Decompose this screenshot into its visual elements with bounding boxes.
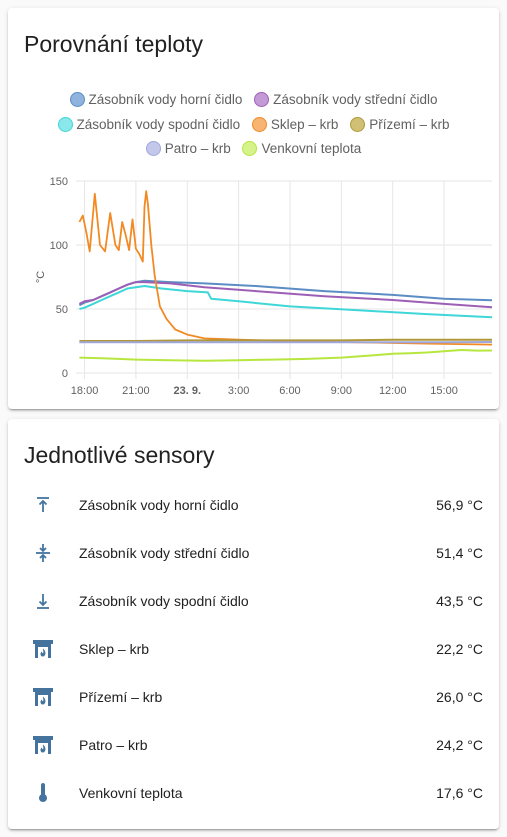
- chart-grid: [76, 181, 492, 379]
- sensor-row-stredni[interactable]: Zásobník vody střední čidlo 51,4 °C: [8, 529, 499, 577]
- chart-legend: Zásobník vody horní čidlo Zásobník vody …: [8, 88, 499, 161]
- sensor-row-spodni[interactable]: Zásobník vody spodní čidlo 43,5 °C: [8, 577, 499, 625]
- sensor-name: Sklep – krb: [79, 640, 149, 658]
- chart-card: Porovnání teploty Zásobník vody horní či…: [8, 8, 499, 409]
- sensor-value: 51,4 °C: [436, 544, 483, 562]
- x-tick-label: 18:00: [71, 385, 99, 397]
- sensor-value: 43,5 °C: [436, 592, 483, 610]
- sensor-row-horni[interactable]: Zásobník vody horní čidlo 56,9 °C: [8, 481, 499, 529]
- sensor-value: 26,0 °C: [436, 688, 483, 706]
- sensors-card: Jednotlivé sensory Zásobník vody horní č…: [8, 419, 499, 829]
- temperature-line-chart[interactable]: 0 50 100 150 18:00 21:00 23. 9. 3:00 6:00 9:00 12:…: [8, 163, 499, 403]
- x-tick-label: 23. 9.: [174, 385, 202, 397]
- legend-label: Zásobník vody horní čidlo: [89, 92, 243, 107]
- legend-swatch: [254, 92, 269, 107]
- legend-label: Sklep – krb: [271, 117, 339, 132]
- y-tick-label: 100: [50, 240, 68, 252]
- legend-label: Zásobník vody spodní čidlo: [77, 117, 241, 132]
- sensors-card-title: Jednotlivé sensory: [24, 441, 215, 469]
- sensor-value: 22,2 °C: [436, 640, 483, 658]
- sensor-row-patro[interactable]: Patro – krb 24,2 °C: [8, 721, 499, 769]
- sensor-name: Přízemí – krb: [79, 688, 162, 706]
- sensor-list: Zásobník vody horní čidlo 56,9 °C Zásobn…: [8, 481, 499, 817]
- sensor-value: 56,9 °C: [436, 496, 483, 514]
- sensor-row-sklep[interactable]: Sklep – krb 22,2 °C: [8, 625, 499, 673]
- fireplace-icon: [31, 637, 55, 661]
- x-tick-label: 21:00: [122, 385, 150, 397]
- sensor-name: Zásobník vody horní čidlo: [79, 496, 239, 514]
- legend-swatch: [70, 92, 85, 107]
- chart-series: [79, 191, 492, 361]
- y-tick-label: 0: [62, 368, 68, 380]
- arrow-collapse-down-icon: [31, 589, 55, 613]
- sensor-value: 24,2 °C: [436, 736, 483, 754]
- x-tick-label: 6:00: [279, 385, 300, 397]
- legend-item-sklep[interactable]: Sklep – krb: [252, 113, 339, 137]
- x-tick-label: 12:00: [379, 385, 407, 397]
- legend-item-stredni[interactable]: Zásobník vody střední čidlo: [254, 88, 437, 112]
- legend-item-spodni[interactable]: Zásobník vody spodní čidlo: [58, 113, 241, 137]
- legend-item-venkovni[interactable]: Venkovní teplota: [242, 137, 361, 161]
- sensor-name: Zásobník vody spodní čidlo: [79, 592, 249, 610]
- legend-label: Patro – krb: [165, 141, 231, 156]
- series-line-2[interactable]: [79, 286, 492, 317]
- legend-swatch: [350, 117, 365, 132]
- legend-swatch: [242, 141, 257, 156]
- legend-item-prizemi[interactable]: Přízemí – krb: [350, 113, 449, 137]
- legend-label: Přízemí – krb: [369, 117, 449, 132]
- sensor-value: 17,6 °C: [436, 784, 483, 802]
- legend-label: Zásobník vody střední čidlo: [273, 92, 437, 107]
- x-tick-label: 3:00: [228, 385, 249, 397]
- y-tick-label: 50: [56, 304, 68, 316]
- y-axis-label: °C: [35, 271, 47, 283]
- series-line-3[interactable]: [79, 191, 492, 344]
- fireplace-icon: [31, 733, 55, 757]
- sensor-name: Patro – krb: [79, 736, 147, 754]
- arrow-collapse-up-icon: [31, 493, 55, 517]
- arrow-collapse-vertical-icon: [31, 541, 55, 565]
- legend-swatch: [252, 117, 267, 132]
- legend-swatch: [58, 117, 73, 132]
- sensor-row-prizemi[interactable]: Přízemí – krb 26,0 °C: [8, 673, 499, 721]
- x-tick-label: 9:00: [331, 385, 352, 397]
- legend-label: Venkovní teplota: [261, 141, 361, 156]
- sensor-row-venkovni[interactable]: Venkovní teplota 17,6 °C: [8, 769, 499, 817]
- series-line-6[interactable]: [79, 350, 492, 361]
- thermometer-icon: [31, 781, 55, 805]
- legend-swatch: [146, 141, 161, 156]
- series-line-4[interactable]: [79, 340, 492, 341]
- x-tick-label: 15:00: [430, 385, 458, 397]
- y-tick-label: 150: [50, 176, 68, 188]
- sensor-name: Venkovní teplota: [79, 784, 183, 802]
- chart-card-title: Porovnání teploty: [24, 30, 203, 58]
- fireplace-icon: [31, 685, 55, 709]
- legend-item-horni[interactable]: Zásobník vody horní čidlo: [70, 88, 243, 112]
- legend-item-patro[interactable]: Patro – krb: [146, 137, 231, 161]
- sensor-name: Zásobník vody střední čidlo: [79, 544, 249, 562]
